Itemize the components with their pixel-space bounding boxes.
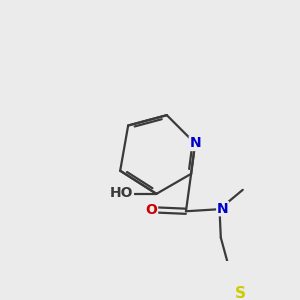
Text: S: S: [235, 286, 246, 300]
Text: O: O: [146, 203, 158, 217]
Text: N: N: [217, 202, 228, 216]
Text: N: N: [189, 136, 201, 151]
Text: HO: HO: [110, 186, 133, 200]
